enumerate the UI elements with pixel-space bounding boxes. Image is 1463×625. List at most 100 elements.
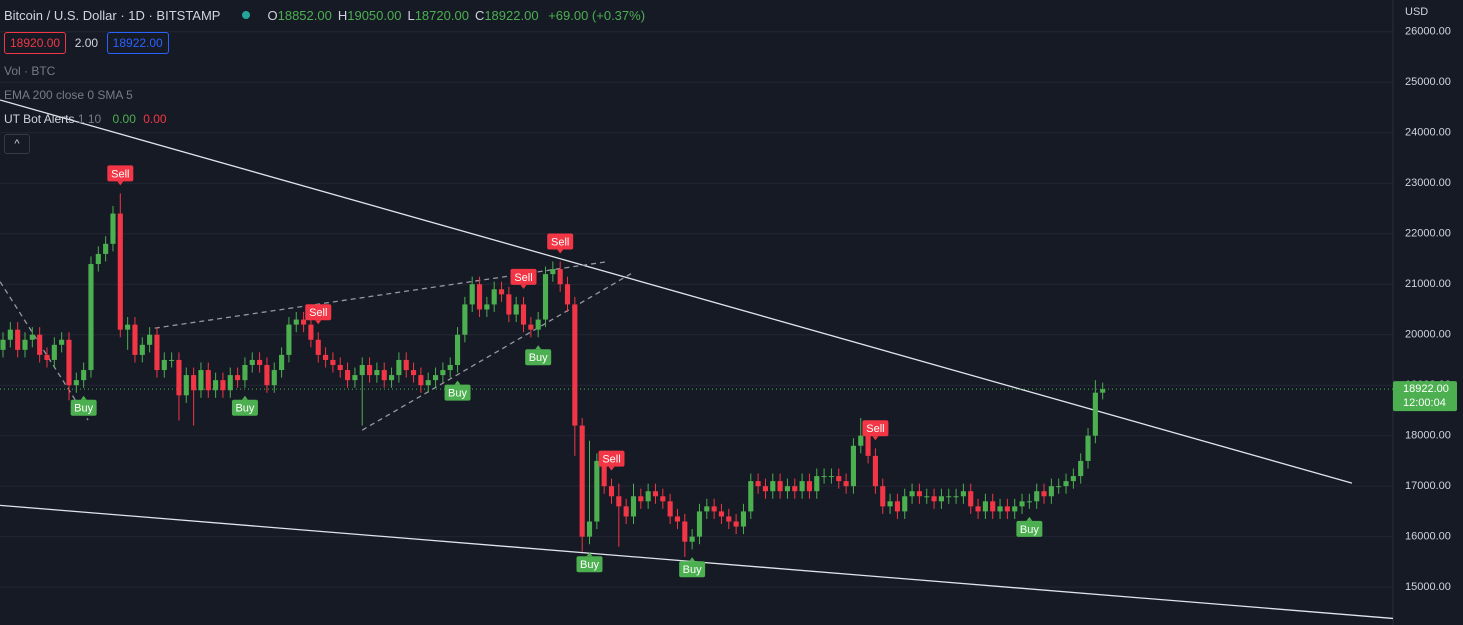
- candle-body: [1056, 486, 1062, 488]
- spread: 2.00: [74, 36, 99, 50]
- trend-line: [0, 99, 1353, 484]
- candle-body: [931, 496, 937, 502]
- ohlc-key: H: [337, 8, 348, 23]
- signal-text: Sell: [551, 236, 569, 248]
- candle-body: [352, 375, 358, 381]
- candle-body: [513, 304, 519, 315]
- candle-body: [535, 319, 541, 330]
- candle-body: [704, 506, 710, 512]
- candle-body: [894, 501, 900, 512]
- sell-price[interactable]: 18920.00: [4, 32, 67, 54]
- trade-row: 18920.00 2.00 18922.00: [4, 32, 169, 54]
- candle-body: [388, 375, 395, 381]
- candle-body: [726, 516, 732, 522]
- candle-body: [990, 501, 996, 512]
- candle-body: [843, 481, 849, 487]
- signal-label: [1016, 520, 1043, 537]
- candle-body: [301, 319, 307, 325]
- candle-body: [938, 496, 944, 502]
- candle-body: [293, 319, 299, 325]
- y-tick-label: 16000.00: [1405, 531, 1451, 543]
- y-tick-label: 18000.00: [1405, 430, 1451, 442]
- buy-price[interactable]: 18922.00: [106, 32, 169, 54]
- candle-body: [337, 365, 343, 371]
- signal-label: [679, 561, 706, 578]
- signal-label: [510, 268, 537, 285]
- candle-body: [51, 344, 57, 360]
- signal-text: Buy: [74, 403, 93, 415]
- candle-body: [88, 264, 94, 371]
- candle-body: [550, 269, 556, 275]
- candle-body: [403, 359, 409, 371]
- candle-body: [858, 435, 864, 446]
- candle-body: [784, 486, 791, 492]
- signal-text: Buy: [683, 564, 702, 576]
- candle-body: [865, 435, 871, 456]
- candle-body: [1048, 486, 1054, 497]
- candle-body: [946, 496, 952, 498]
- candle-body: [660, 496, 666, 502]
- signal-pointer: [80, 395, 87, 400]
- candle-body: [1019, 501, 1025, 507]
- candle-body: [359, 365, 365, 376]
- candle-body: [689, 536, 695, 542]
- candle-body: [594, 460, 600, 522]
- candle-body: [836, 476, 842, 482]
- candle-body: [696, 511, 703, 537]
- candle-body: [608, 486, 615, 497]
- signal-pointer: [520, 284, 527, 289]
- signal-pointer: [241, 395, 248, 400]
- candle-body: [1078, 460, 1084, 477]
- candle-body: [29, 334, 35, 340]
- candle-body: [271, 370, 277, 386]
- candle-body: [1070, 476, 1076, 482]
- candle-body: [960, 491, 966, 497]
- indicator[interactable]: EMA 200 close 0 SMA 5: [4, 88, 133, 102]
- trend-line: [361, 272, 633, 431]
- candle-body: [484, 304, 490, 310]
- candle-body: [601, 460, 607, 487]
- candle-body: [454, 334, 461, 366]
- candle-body: [718, 511, 725, 517]
- candle-body: [183, 375, 189, 396]
- candle-body: [711, 506, 717, 512]
- candle-body: [1004, 506, 1010, 512]
- symbol-title[interactable]: Bitcoin / U.S. Dollar · 1D · BITSTAMP: [4, 8, 221, 23]
- candle-body: [997, 506, 1003, 512]
- candle-body: [476, 284, 483, 310]
- candle-body: [147, 334, 153, 345]
- countdown: 12:00:04: [1403, 397, 1446, 409]
- signal-text: Sell: [602, 454, 620, 466]
- candle-body: [564, 284, 571, 305]
- collapse-button[interactable]: ^: [4, 134, 30, 154]
- candle-body: [132, 324, 138, 355]
- signal-pointer: [608, 466, 615, 471]
- signal-label: [444, 384, 471, 401]
- candle-body: [916, 491, 922, 497]
- candle-body: [469, 284, 475, 305]
- candle-body: [1100, 389, 1106, 393]
- y-tick-label: 23000.00: [1405, 177, 1451, 189]
- candle-body: [880, 486, 886, 507]
- y-tick-label: 21000.00: [1405, 278, 1451, 290]
- indicator[interactable]: Vol · BTC: [4, 64, 56, 78]
- signal-text: Buy: [448, 387, 467, 399]
- signal-label: [547, 233, 574, 250]
- indicator[interactable]: UT Bot Alerts 1 10 0.00 0.00: [4, 112, 167, 126]
- currency[interactable]: USD: [1405, 6, 1428, 18]
- candle-body: [308, 324, 314, 340]
- signal-text: Buy: [1020, 524, 1039, 536]
- ohlc-value: 19050.00: [347, 8, 402, 23]
- candle-body: [1092, 392, 1098, 436]
- candle-body: [968, 491, 974, 507]
- candle-body: [154, 334, 160, 371]
- candle-body: [740, 511, 747, 527]
- ohlc-value: 18922.00: [484, 8, 539, 23]
- signal-label: [576, 556, 603, 573]
- status-dot: [241, 11, 250, 19]
- signal-text: Sell: [514, 272, 532, 284]
- signal-text: Sell: [309, 307, 327, 319]
- candle-body: [264, 365, 270, 386]
- candle-body: [645, 491, 651, 502]
